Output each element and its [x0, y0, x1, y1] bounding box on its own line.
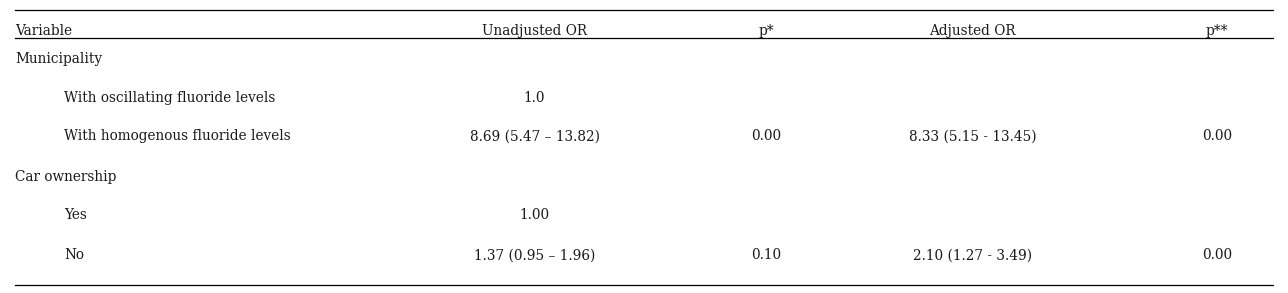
- Text: 8.69 (5.47 – 13.82): 8.69 (5.47 – 13.82): [470, 129, 599, 143]
- Text: 1.37 (0.95 – 1.96): 1.37 (0.95 – 1.96): [474, 248, 595, 263]
- Text: p*: p*: [759, 24, 774, 38]
- Text: p**: p**: [1206, 24, 1229, 38]
- Text: 1.00: 1.00: [519, 208, 550, 222]
- Text: 1.0: 1.0: [524, 91, 545, 105]
- Text: Municipality: Municipality: [15, 52, 103, 66]
- Text: Variable: Variable: [15, 24, 72, 38]
- Text: 2.10 (1.27 - 3.49): 2.10 (1.27 - 3.49): [913, 248, 1032, 263]
- Text: 0.10: 0.10: [751, 248, 782, 263]
- Text: Unadjusted OR: Unadjusted OR: [482, 24, 587, 38]
- Text: 0.00: 0.00: [1202, 248, 1233, 263]
- Text: 0.00: 0.00: [751, 129, 782, 143]
- Text: With oscillating fluoride levels: With oscillating fluoride levels: [64, 91, 276, 105]
- Text: No: No: [64, 248, 85, 263]
- Text: Yes: Yes: [64, 208, 88, 222]
- Text: Adjusted OR: Adjusted OR: [929, 24, 1016, 38]
- Text: 8.33 (5.15 - 13.45): 8.33 (5.15 - 13.45): [908, 129, 1037, 143]
- Text: 0.00: 0.00: [1202, 129, 1233, 143]
- Text: Car ownership: Car ownership: [15, 170, 117, 184]
- Text: With homogenous fluoride levels: With homogenous fluoride levels: [64, 129, 291, 143]
